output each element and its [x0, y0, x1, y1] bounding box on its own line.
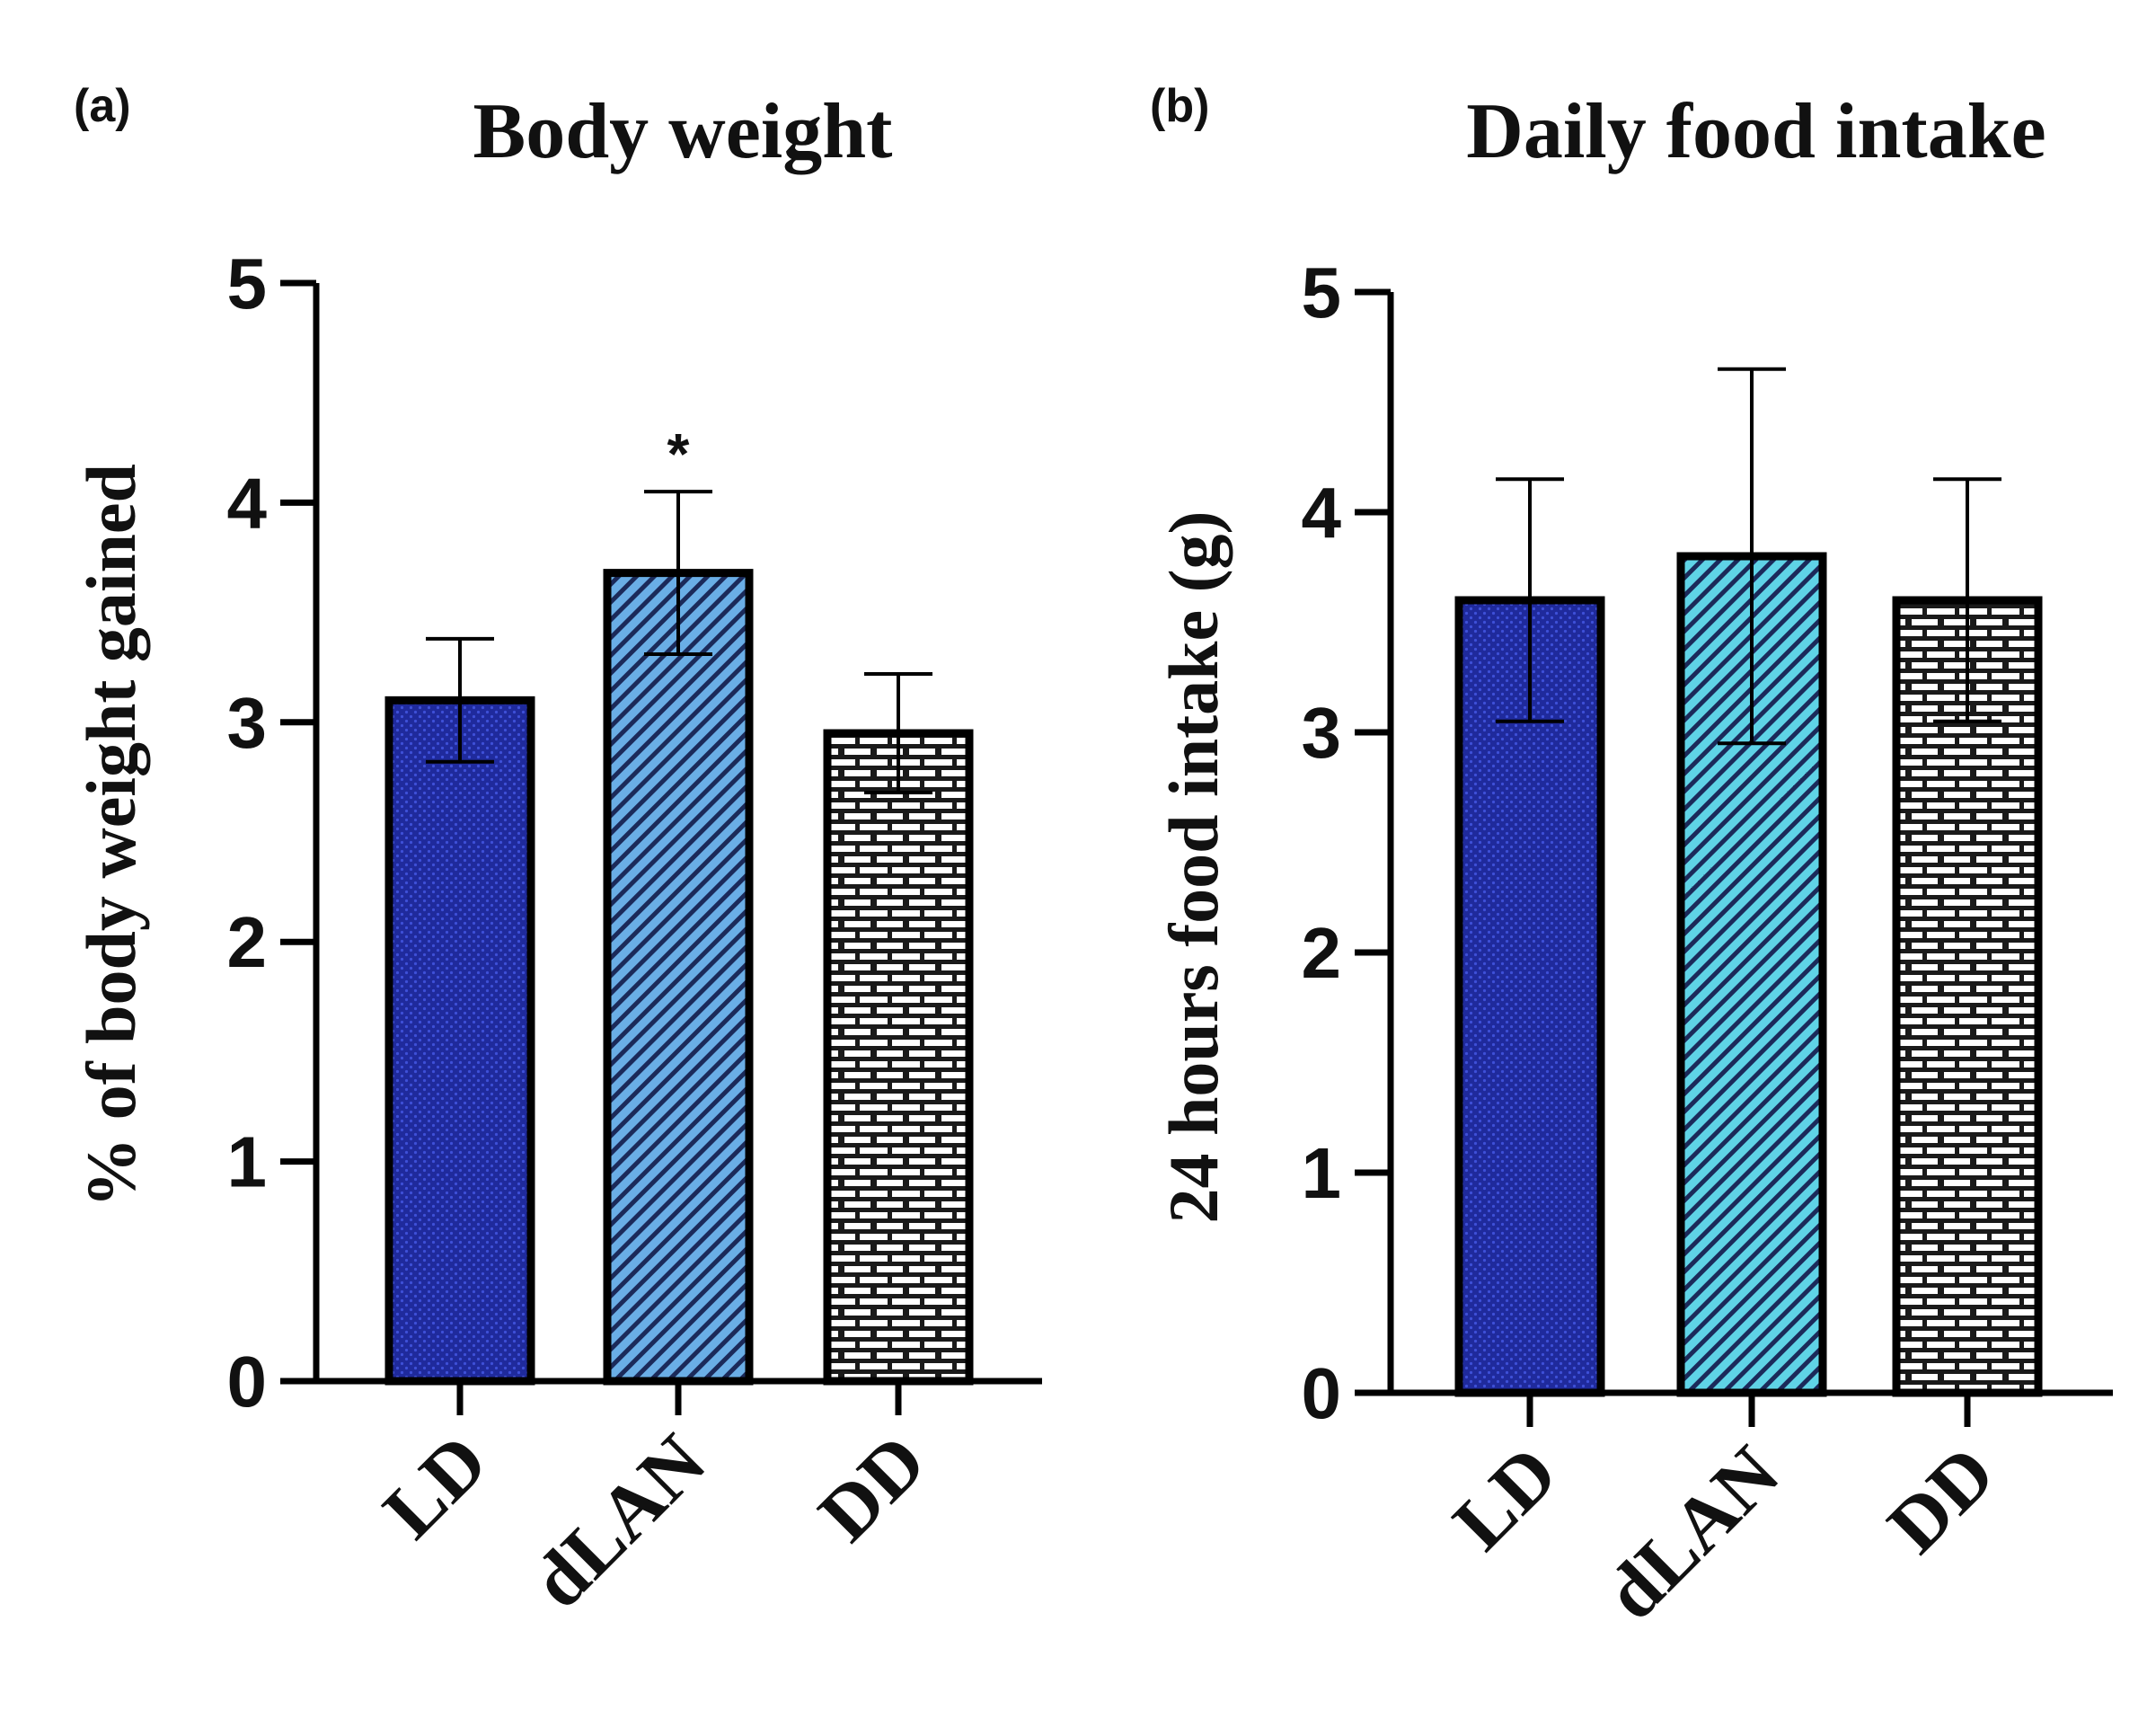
x-tick-label-ld: LD — [367, 1418, 503, 1555]
y-axis-label: 24 hours food intake (g) — [1154, 510, 1233, 1223]
chart-title: Daily food intake — [1466, 88, 2046, 175]
panel-label: (b) — [1150, 80, 1209, 132]
bars — [384, 569, 974, 1386]
panel-body-weight: (a) Body weight % of body weight gained … — [72, 80, 1042, 1625]
bar-ld — [384, 696, 535, 1386]
y-ticks: 0 1 2 3 4 5 — [227, 244, 316, 1422]
y-tick-label: 3 — [227, 683, 268, 763]
bar-dlan — [603, 569, 754, 1386]
y-tick-label: 4 — [227, 463, 268, 543]
y-tick-label: 5 — [1302, 253, 1342, 332]
significance-marks: * — [667, 421, 690, 486]
y-tick-label: 1 — [227, 1122, 268, 1202]
x-tick-label-dd: DD — [1871, 1430, 2011, 1570]
bar-dd — [1892, 596, 2043, 1397]
y-tick-label: 2 — [1302, 913, 1342, 993]
bars — [1454, 552, 2043, 1397]
y-tick-label: 4 — [1302, 473, 1342, 553]
chart-title: Body weight — [473, 88, 893, 175]
y-tick-label: 0 — [227, 1342, 268, 1422]
panel-label: (a) — [74, 80, 131, 132]
y-tick-label: 1 — [1302, 1133, 1342, 1213]
x-tick-label-ld: LD — [1436, 1430, 1573, 1566]
y-tick-label: 3 — [1302, 693, 1342, 773]
bar-dd — [823, 729, 974, 1386]
x-ticks: LD dLAN DD — [1436, 1393, 2010, 1636]
error-bars — [1496, 367, 2001, 746]
y-tick-label: 5 — [227, 244, 268, 323]
x-tick-label-dlan: dLAN — [1588, 1430, 1795, 1636]
error-bars — [426, 490, 932, 795]
x-ticks: LD dLAN DD — [367, 1381, 941, 1625]
significance-mark: * — [667, 421, 690, 486]
x-tick-label-dlan: dLAN — [515, 1418, 721, 1625]
y-axis-label: % of body weight gained — [72, 464, 150, 1208]
y-tick-label: 0 — [1302, 1353, 1342, 1433]
y-ticks: 0 1 2 3 4 5 — [1302, 253, 1391, 1433]
panel-daily-food-intake: (b) Daily food intake 24 hours food inta… — [1150, 80, 2113, 1636]
x-tick-label-dd: DD — [802, 1418, 942, 1558]
y-tick-label: 2 — [227, 902, 268, 982]
